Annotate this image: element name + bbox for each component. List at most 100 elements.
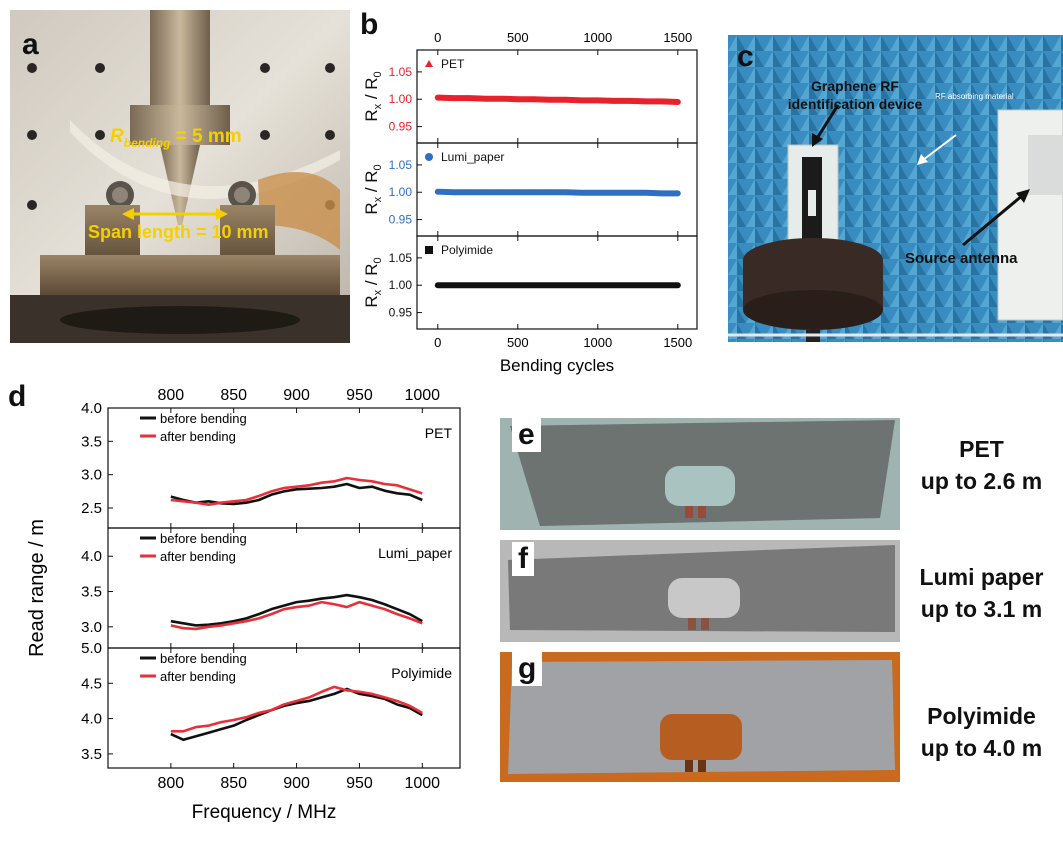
- data-point-pet: [435, 95, 441, 101]
- y-axis-label: Rx / R0: [362, 71, 384, 121]
- data-point-pet: [643, 98, 649, 104]
- radius-subscript: bending: [123, 135, 171, 150]
- data-point-pet: [531, 96, 537, 102]
- plot-frame-polyimide: [107, 647, 461, 769]
- y-tick-label: 4.0: [81, 548, 102, 565]
- panel-label-e: e: [512, 418, 541, 452]
- polyimide-tag-illustration: [500, 652, 900, 782]
- y-tick-label: 3.0: [81, 467, 102, 484]
- data-point-lumi_paper: [515, 189, 521, 195]
- source-antenna-label: Source antenna: [905, 250, 1018, 267]
- y-tick-label: 1.05: [389, 158, 413, 172]
- data-point-lumi_paper: [675, 190, 681, 196]
- data-point-pet: [595, 97, 601, 103]
- data-point-polyimide: [595, 282, 601, 288]
- anechoic-chamber-illustration: [728, 35, 1063, 342]
- x-tick-label: 1500: [663, 335, 692, 350]
- graphene-device-label: Graphene RF identification device: [770, 77, 940, 113]
- caption-polyimide-range: up to 4.0 m: [920, 735, 1043, 761]
- x-tick-label: 1000: [404, 775, 440, 792]
- data-point-lumi_paper: [467, 189, 473, 195]
- data-point-lumi_paper: [627, 190, 633, 196]
- radius-symbol: R: [110, 126, 124, 147]
- data-point-pet: [451, 95, 457, 101]
- radius-value: = 5 mm: [170, 126, 242, 147]
- series-line-pet: [434, 94, 681, 105]
- data-point-polyimide: [611, 282, 617, 288]
- bending-setup-illustration: [10, 10, 350, 343]
- x-tick-label-top: 800: [158, 387, 185, 404]
- data-point-pet: [579, 97, 585, 103]
- data-point-lumi_paper: [483, 189, 489, 195]
- legend-label: before bending: [160, 651, 247, 666]
- x-tick-label: 850: [220, 775, 247, 792]
- span-length-label: Span length = 10 mm: [88, 222, 269, 242]
- data-point-pet: [659, 98, 665, 104]
- data-point-polyimide: [451, 282, 457, 288]
- legend-label: before bending: [160, 411, 247, 426]
- data-point-lumi_paper: [531, 189, 537, 195]
- data-point-polyimide: [643, 282, 649, 288]
- graphene-device-label-line2: identification device: [787, 96, 923, 112]
- y-axis-label: Read range / m: [26, 519, 48, 657]
- x-tick-label: 800: [158, 775, 185, 792]
- bending-radius-label: Rbending = 5 mm: [110, 126, 242, 150]
- y-tick-label: 5.0: [81, 640, 102, 657]
- pet-tag-illustration: [500, 418, 900, 530]
- y-tick-label: 1.00: [389, 92, 413, 106]
- photo-bending-setup: [10, 10, 350, 343]
- panel-label-b: b: [360, 8, 379, 41]
- data-point-polyimide: [675, 282, 681, 288]
- panel-label-a: a: [22, 28, 39, 61]
- plot-frame-pet: [107, 407, 461, 529]
- photo-polyimide-tag: [500, 652, 900, 782]
- data-point-lumi_paper: [499, 189, 505, 195]
- data-point-lumi_paper: [643, 190, 649, 196]
- data-point-polyimide: [579, 282, 585, 288]
- y-tick-label: 0.95: [389, 213, 413, 227]
- legend-marker-polyimide: [425, 246, 433, 254]
- x-axis-label: Bending cycles: [500, 356, 614, 375]
- legend-label: Polyimide: [441, 243, 493, 257]
- data-point-polyimide: [531, 282, 537, 288]
- caption-pet: PET up to 2.6 m: [900, 433, 1063, 497]
- y-tick-label: 3.0: [81, 619, 102, 636]
- y-tick-label: 3.5: [81, 584, 102, 601]
- x-tick-label: 0: [434, 335, 441, 350]
- data-point-lumi_paper: [579, 190, 585, 196]
- data-point-pet: [515, 96, 521, 102]
- y-axis-label: Rx / R0: [362, 257, 384, 307]
- x-tick-label: 950: [346, 775, 373, 792]
- caption-pet-material: PET: [959, 436, 1004, 462]
- caption-polyimide-material: Polyimide: [927, 703, 1036, 729]
- y-tick-label: 4.0: [81, 400, 102, 417]
- y-tick-label: 3.5: [81, 433, 102, 450]
- legend-label: after bending: [160, 429, 236, 444]
- x-tick-label-top: 950: [346, 387, 373, 404]
- x-tick-label-top: 900: [283, 387, 310, 404]
- x-tick-label-top: 1500: [663, 30, 692, 45]
- x-tick-label-top: 500: [507, 30, 529, 45]
- photo-pet-tag: [500, 418, 900, 530]
- data-point-lumi_paper: [451, 189, 457, 195]
- legend-label: after bending: [160, 549, 236, 564]
- data-point-pet: [611, 98, 617, 104]
- data-point-lumi_paper: [659, 190, 665, 196]
- lumi-tag-illustration: [500, 540, 900, 642]
- legend-marker-pet: [425, 60, 433, 67]
- x-tick-label-top: 1000: [583, 30, 612, 45]
- caption-pet-range: up to 2.6 m: [920, 468, 1043, 494]
- caption-lumi-range: up to 3.1 m: [920, 596, 1043, 622]
- data-point-polyimide: [483, 282, 489, 288]
- data-point-lumi_paper: [435, 189, 441, 195]
- data-point-polyimide: [435, 282, 441, 288]
- chart-d: 2.5 3.0 3.5 4.0 before bending after bending P…: [26, 387, 461, 823]
- y-tick-label: 4.5: [81, 675, 102, 692]
- y-tick-label: 1.00: [389, 185, 413, 199]
- panel-label-d: d: [8, 380, 27, 413]
- graphene-device-label-line1: Graphene RF: [811, 78, 899, 94]
- data-point-pet: [563, 97, 569, 103]
- data-point-polyimide: [563, 282, 569, 288]
- data-point-polyimide: [627, 282, 633, 288]
- data-point-pet: [547, 97, 553, 103]
